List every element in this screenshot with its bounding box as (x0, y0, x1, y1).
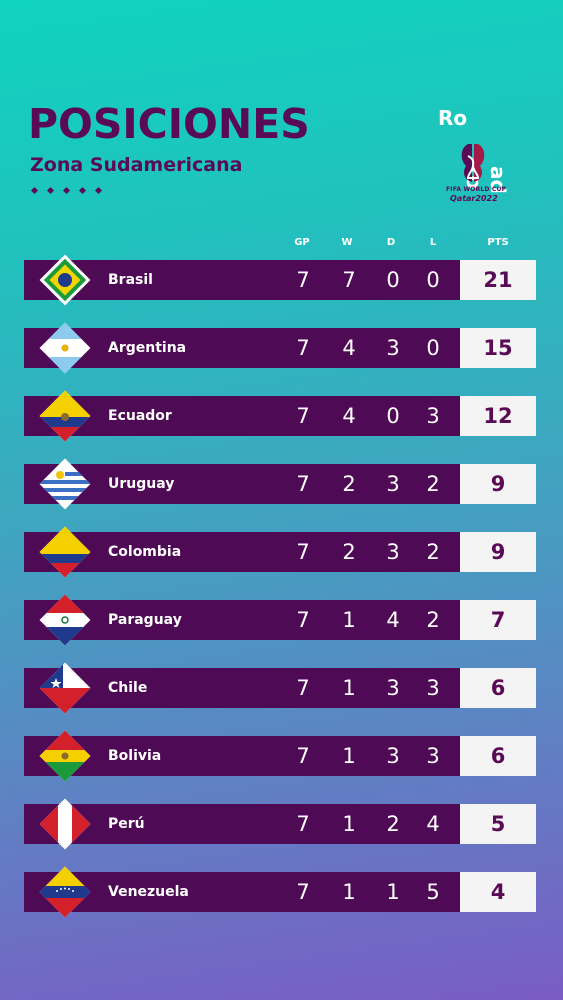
d-value: 3 (386, 472, 400, 496)
w-value: 7 (342, 268, 356, 292)
table-row: Venezuela 7 1 1 5 4 (24, 866, 536, 918)
d-value: 3 (386, 336, 400, 360)
gp-value: 7 (296, 608, 310, 632)
w-value: 2 (342, 472, 356, 496)
page-subtitle: Zona Sudamericana (30, 154, 243, 176)
team-name: Uruguay (108, 476, 175, 492)
team-name: Chile (108, 680, 148, 696)
logo-text-ro: Ro (438, 106, 468, 130)
pts-value: 9 (460, 532, 536, 572)
w-value: 1 (342, 880, 356, 904)
table-row: Argentina 7 4 3 0 15 (24, 322, 536, 374)
pts-value: 12 (460, 396, 536, 436)
diamond-icon (30, 186, 39, 195)
pts-value: 15 (460, 328, 536, 368)
l-value: 3 (426, 744, 440, 768)
ecuador-flag-icon (39, 390, 91, 442)
pts-value: 21 (460, 260, 536, 300)
l-value: 0 (426, 336, 440, 360)
gp-value: 7 (296, 540, 310, 564)
pts-value: 4 (460, 872, 536, 912)
d-value: 0 (386, 268, 400, 292)
pts-value: 6 (460, 736, 536, 776)
gp-value: 7 (296, 880, 310, 904)
page-title: POSICIONES (28, 100, 310, 148)
d-value: 3 (386, 744, 400, 768)
column-header-w: W (341, 237, 353, 248)
l-value: 2 (426, 540, 440, 564)
peru-flag-icon (39, 798, 91, 850)
team-name: Perú (108, 816, 145, 832)
team-name: Colombia (108, 544, 182, 560)
table-row: Uruguay 7 2 3 2 9 (24, 458, 536, 510)
column-header-pts: PTS (487, 237, 509, 248)
road-to-qatar-logo: Ro ad to FIFA WORLD CUP Qatar2022 (438, 106, 538, 216)
table-row: Brasil 7 7 0 0 21 (24, 254, 536, 306)
table-row: Colombia 7 2 3 2 9 (24, 526, 536, 578)
w-value: 4 (342, 336, 356, 360)
gp-value: 7 (296, 472, 310, 496)
w-value: 2 (342, 540, 356, 564)
d-value: 3 (386, 676, 400, 700)
gp-value: 7 (296, 744, 310, 768)
colombia-flag-icon (39, 526, 91, 578)
d-value: 2 (386, 812, 400, 836)
d-value: 4 (386, 608, 400, 632)
team-name: Paraguay (108, 612, 182, 628)
table-row: Ecuador 7 4 0 3 12 (24, 390, 536, 442)
w-value: 4 (342, 404, 356, 428)
pts-value: 7 (460, 600, 536, 640)
team-name: Ecuador (108, 408, 172, 424)
world-cup-emblem-icon (461, 144, 485, 182)
logo-text-qatar: Qatar2022 (450, 194, 498, 203)
uruguay-flag-icon (39, 458, 91, 510)
diamond-icon (78, 186, 87, 195)
team-name: Bolivia (108, 748, 162, 764)
brazil-flag-icon (39, 254, 91, 306)
table-row: Perú 7 1 2 4 5 (24, 798, 536, 850)
paraguay-flag-icon (39, 594, 91, 646)
column-header-l: L (429, 237, 437, 248)
w-value: 1 (342, 676, 356, 700)
pts-value: 6 (460, 668, 536, 708)
column-header-d: D (386, 237, 396, 248)
diamond-icon (62, 186, 71, 195)
bolivia-flag-icon (39, 730, 91, 782)
pts-value: 9 (460, 464, 536, 504)
logo-text-worldcup: FIFA WORLD CUP (446, 186, 507, 193)
l-value: 0 (426, 268, 440, 292)
table-row: Chile 7 1 3 3 6 (24, 662, 536, 714)
diamond-icon (94, 186, 103, 195)
table-row: Paraguay 7 1 4 2 7 (24, 594, 536, 646)
w-value: 1 (342, 744, 356, 768)
l-value: 5 (426, 880, 440, 904)
l-value: 3 (426, 404, 440, 428)
l-value: 4 (426, 812, 440, 836)
gp-value: 7 (296, 404, 310, 428)
team-name: Argentina (108, 340, 187, 356)
argentina-flag-icon (39, 322, 91, 374)
l-value: 2 (426, 608, 440, 632)
gp-value: 7 (296, 268, 310, 292)
w-value: 1 (342, 812, 356, 836)
gp-value: 7 (296, 812, 310, 836)
l-value: 2 (426, 472, 440, 496)
gp-value: 7 (296, 676, 310, 700)
column-header-gp: GP (294, 237, 310, 248)
w-value: 1 (342, 608, 356, 632)
chile-flag-icon (39, 662, 91, 714)
d-value: 0 (386, 404, 400, 428)
pts-value: 5 (460, 804, 536, 844)
table-row: Bolivia 7 1 3 3 6 (24, 730, 536, 782)
diamond-icon (46, 186, 55, 195)
team-name: Brasil (108, 272, 153, 288)
l-value: 3 (426, 676, 440, 700)
d-value: 3 (386, 540, 400, 564)
d-value: 1 (386, 880, 400, 904)
team-name: Venezuela (108, 884, 189, 900)
venezuela-flag-icon (39, 866, 91, 918)
gp-value: 7 (296, 336, 310, 360)
